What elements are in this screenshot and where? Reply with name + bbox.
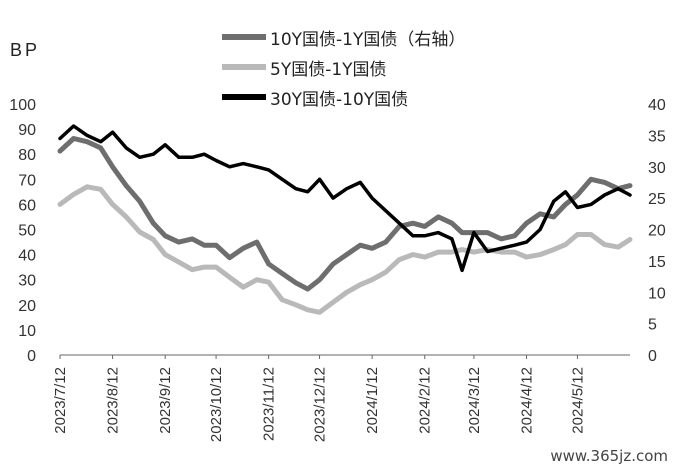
right-tick-label-4: 20	[648, 223, 666, 240]
left-tick-label-2: 20	[18, 298, 36, 315]
left-tick-label-8: 80	[18, 147, 36, 164]
legend-label-5y-1y: 5Y国债-1Y国债	[270, 59, 387, 80]
right-tick-label-6: 30	[648, 160, 666, 177]
series-line-0	[57, 136, 633, 292]
series-line-1	[57, 184, 633, 315]
right-tick-label-1: 5	[648, 317, 657, 334]
right-tick-label-2: 10	[648, 285, 666, 302]
legend-label-30y-10y: 30Y国债-10Y国债	[270, 89, 409, 110]
chart-series-lines	[57, 124, 633, 315]
left-tick-label-7: 70	[18, 172, 36, 189]
right-tick-label-0: 0	[648, 348, 657, 365]
x-tick-label-3: 2023/10/12	[208, 367, 225, 442]
legend-swatch-10y-1y	[222, 34, 266, 40]
legend-label-10y-1y: 10Y国债-1Y国债（右轴）	[270, 29, 466, 50]
left-tick-label-9: 90	[18, 122, 36, 139]
legend-swatch-30y-10y	[222, 94, 266, 100]
right-tick-label-8: 40	[648, 97, 666, 114]
x-tick-label-7: 2024/2/12	[417, 367, 434, 434]
legend-swatch-5y-1y	[222, 64, 266, 70]
chart-axes: 0 10 20 30 40 50 60 70 80 90 100 0 5 10 15 20 25 30 35 40 20…	[9, 97, 666, 442]
x-tick-label-9: 2024/4/12	[519, 367, 536, 434]
x-tick-label-5: 2023/12/12	[312, 367, 329, 442]
left-tick-label-6: 60	[18, 197, 36, 214]
left-tick-label-4: 40	[18, 248, 36, 265]
right-tick-label-3: 15	[648, 254, 666, 271]
watermark-text: www.365jz.com	[550, 447, 668, 465]
right-tick-label-7: 35	[648, 128, 666, 145]
legend-item-10y-1y: 10Y国债-1Y国债（右轴）	[222, 22, 465, 52]
legend-item-30y-10y: 30Y国债-10Y国债	[222, 82, 465, 112]
x-tick-label-2: 2023/9/12	[157, 367, 174, 434]
y-axis-unit-label: BP	[10, 40, 41, 60]
left-tick-label-0: 0	[27, 348, 36, 365]
series-line-2	[58, 124, 632, 273]
left-tick-label-10: 100	[9, 97, 36, 114]
x-tick-label-8: 2024/3/12	[466, 367, 483, 434]
chart-legend: 10Y国债-1Y国债（右轴） 5Y国债-1Y国债 30Y国债-10Y国债	[222, 22, 465, 112]
left-tick-label-3: 30	[18, 273, 36, 290]
x-tick-label-1: 2023/8/12	[105, 367, 122, 434]
left-tick-label-5: 50	[18, 223, 36, 240]
legend-item-5y-1y: 5Y国债-1Y国债	[222, 52, 465, 82]
x-tick-label-0: 2023/7/12	[52, 367, 69, 434]
right-tick-label-5: 25	[648, 191, 666, 208]
x-tick-label-4: 2023/11/12	[261, 367, 278, 441]
left-tick-label-1: 10	[18, 323, 36, 340]
x-tick-label-10: 2024/5/12	[569, 367, 586, 434]
x-tick-label-6: 2024/1/12	[364, 367, 381, 434]
